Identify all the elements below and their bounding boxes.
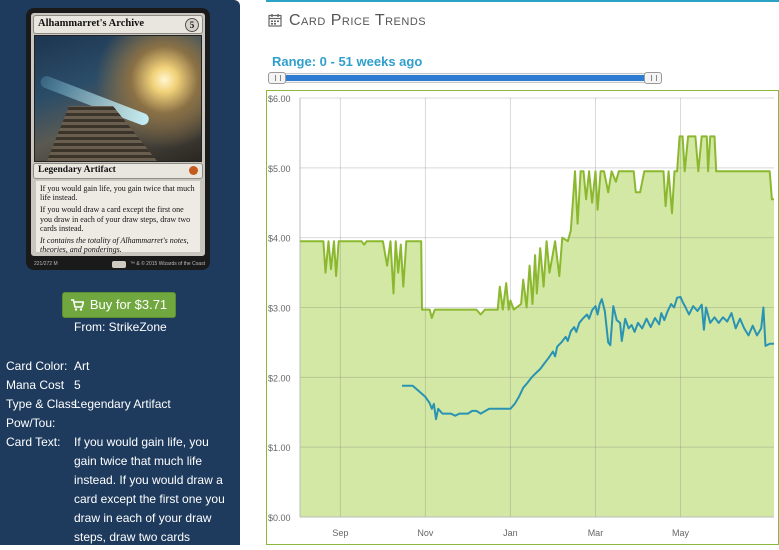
x-tick-label: Nov <box>417 528 434 538</box>
range-label: Range: 0 - 51 weeks ago <box>272 54 423 69</box>
property-row-card-text: Card Text: If you would gain life, you g… <box>6 433 236 545</box>
property-label: Type & Class: <box>6 397 81 411</box>
price-chart-svg: $0.00 $1.00 $2.00 $3.00 $4.00 $5.00 $6.00 Sep No… <box>268 94 774 538</box>
collector-number: 221/272 M <box>34 261 58 267</box>
range-slider[interactable] <box>268 72 662 84</box>
artist-brush-icon <box>112 261 126 268</box>
x-tick-label: Jan <box>503 528 518 538</box>
property-label: Mana Cost <box>6 378 65 392</box>
property-value: Legendary Artifact <box>74 397 171 411</box>
card-image[interactable]: Alhammarret's Archive 5 Legendary Artifa… <box>26 8 210 270</box>
x-tick-label: Sep <box>332 528 348 538</box>
card-name: Alhammarret's Archive <box>38 18 145 29</box>
property-value: 5 <box>74 378 81 392</box>
y-tick-label: $5.00 <box>268 164 291 174</box>
rules-text-2: If you would draw a card except the firs… <box>40 205 191 233</box>
seller-label: From: StrikeZone <box>74 320 167 334</box>
property-label: Card Text: <box>6 435 61 449</box>
property-row-mana-cost: Mana Cost 5 <box>6 376 236 395</box>
property-row-color: Card Color: Art <box>6 357 236 376</box>
y-tick-label: $4.00 <box>268 234 291 244</box>
card-type-bar: Legendary Artifact <box>33 163 203 179</box>
y-tick-label: $3.00 <box>268 304 291 314</box>
property-value: Art <box>74 359 90 373</box>
buy-button-label: Buy for $3.71 <box>89 297 168 312</box>
series-area-0 <box>300 136 774 517</box>
card-frame: Alhammarret's Archive 5 Legendary Artifa… <box>31 13 205 256</box>
rules-text-1: If you would gain life, you gain twice t… <box>40 184 195 203</box>
property-label: Pow/Tou: <box>6 416 56 430</box>
x-tick-label: Mar <box>588 528 604 538</box>
slider-handle-left[interactable] <box>268 72 286 84</box>
x-tick-label: May <box>672 528 690 538</box>
property-row-type: Type & Class: Legendary Artifact <box>6 395 236 414</box>
card-text-box: If you would gain life, you gain twice t… <box>36 181 200 255</box>
flavor-text: It contains the totality of Alhammarret'… <box>40 236 189 255</box>
card-title-bar: Alhammarret's Archive 5 <box>33 15 203 34</box>
card-properties: Card Color: Art Mana Cost 5 Type & Class… <box>6 357 236 545</box>
panel-title: Card Price Trends <box>268 12 426 30</box>
card-art <box>34 35 202 162</box>
slider-handle-right[interactable] <box>644 72 662 84</box>
y-tick-label: $2.00 <box>268 373 291 383</box>
panel-title-text: Card Price Trends <box>289 12 427 29</box>
panel-accent-line <box>266 0 779 2</box>
price-chart: $0.00 $1.00 $2.00 $3.00 $4.00 $5.00 $6.00 Sep No… <box>266 90 779 545</box>
price-trends-panel: Card Price Trends Range: 0 - 51 weeks ag… <box>266 0 779 545</box>
set-symbol-icon <box>189 166 198 175</box>
series-line-0 <box>300 135 774 319</box>
slider-selected-range <box>276 75 656 81</box>
property-row-pow-tou: Pow/Tou: <box>6 414 236 433</box>
calendar-icon <box>268 14 282 27</box>
card-type-line: Legendary Artifact <box>38 165 116 175</box>
buy-button[interactable]: Buy for $3.71 <box>62 292 176 318</box>
y-tick-label: $1.00 <box>268 443 291 453</box>
card-copyright: ™ & © 2015 Wizards of the Coast <box>130 261 206 267</box>
mana-symbol: 5 <box>185 18 199 32</box>
property-label: Card Color: <box>6 359 68 373</box>
y-tick-label: $6.00 <box>268 94 291 104</box>
series-line-1 <box>402 296 774 421</box>
cart-icon <box>70 299 84 311</box>
card-sidebar: Alhammarret's Archive 5 Legendary Artifa… <box>0 0 240 545</box>
y-tick-label: $0.00 <box>268 513 291 523</box>
property-value: If you would gain life, you gain twice t… <box>74 435 225 544</box>
